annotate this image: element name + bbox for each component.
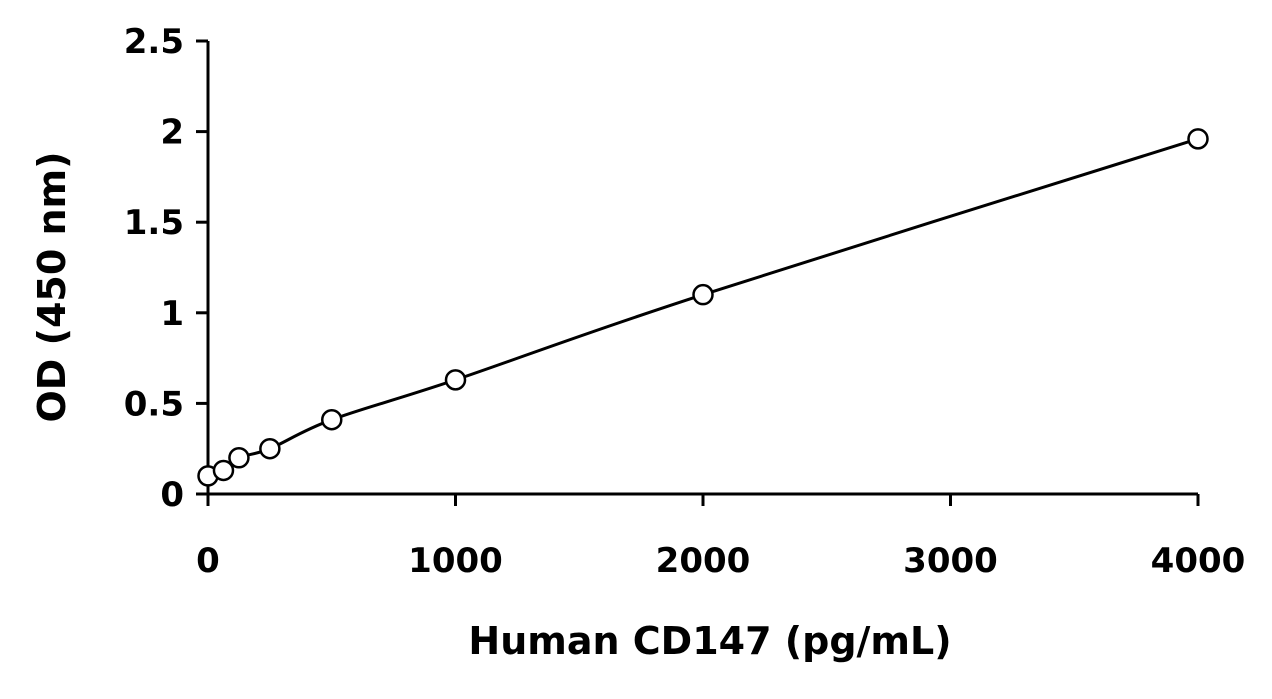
x-tick-label: 2000 <box>656 541 751 581</box>
y-axis: 0 0.5 1 1.5 2 2.5 <box>124 22 210 515</box>
y-tick-label: 0 <box>160 475 184 515</box>
y-tick-label: 0.5 <box>124 384 184 424</box>
data-point <box>444 369 467 391</box>
data-point <box>692 283 714 306</box>
x-axis: 0 1000 2000 3000 4000 <box>196 492 1246 581</box>
fit-curve <box>207 137 1199 478</box>
data-point <box>321 408 343 431</box>
plot-area <box>197 128 1209 487</box>
data-point <box>1187 128 1209 150</box>
y-tick-label: 1 <box>160 294 184 334</box>
x-tick-label: 3000 <box>903 541 998 581</box>
y-tick-label: 1.5 <box>124 203 184 243</box>
x-tick-label: 0 <box>196 541 220 581</box>
data-point <box>259 437 281 460</box>
data-point <box>212 459 235 482</box>
y-tick-label: 2 <box>160 113 184 153</box>
y-tick-label: 2.5 <box>124 22 184 62</box>
x-tick-label: 1000 <box>408 541 503 581</box>
y-axis-title: OD (450 nm) <box>30 151 74 422</box>
data-point <box>228 447 250 469</box>
x-axis-title: Human CD147 (pg/mL) <box>468 619 951 663</box>
x-tick-label: 4000 <box>1151 541 1246 581</box>
